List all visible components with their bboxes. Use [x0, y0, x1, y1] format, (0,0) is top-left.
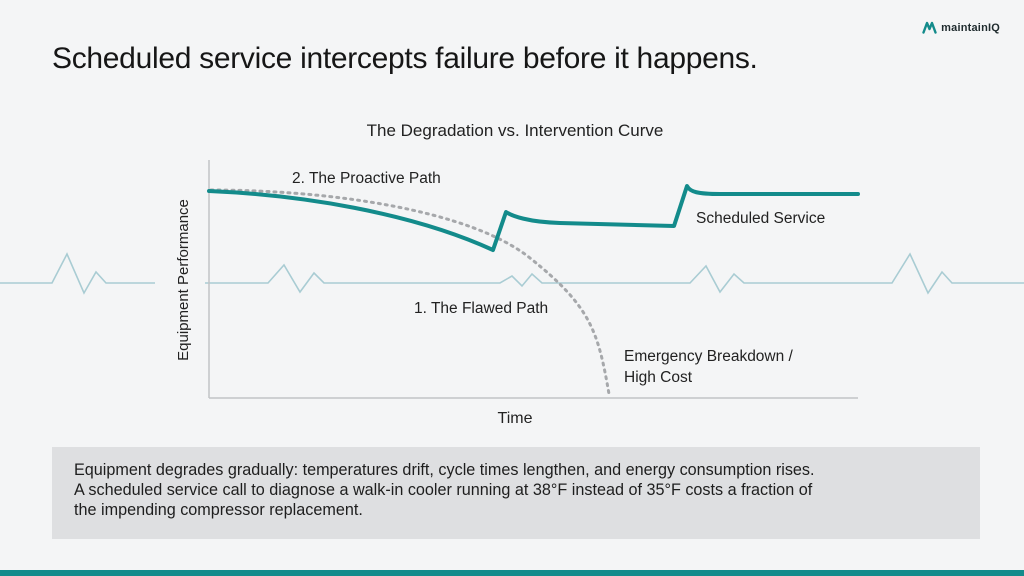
page-headline: Scheduled service intercepts failure bef… [52, 42, 758, 75]
caption-line-1: Equipment degrades gradually: temperatur… [74, 461, 815, 479]
flawed-path-curve [209, 188, 611, 396]
breakdown-label-line1: Emergency Breakdown / [624, 348, 794, 365]
proactive-path-label: 2. The Proactive Path [292, 170, 441, 187]
x-axis-label: Time [498, 410, 533, 427]
diagram-title: The Degradation vs. Intervention Curve [367, 121, 664, 140]
degradation-diagram: The Degradation vs. Intervention Curve E… [0, 121, 1024, 427]
caption-line-3: the impending compressor replacement. [74, 501, 363, 519]
brand-logo: maintainIQ [922, 21, 1000, 34]
flawed-path-label: 1. The Flawed Path [414, 300, 548, 317]
heartbeat-line [0, 252, 155, 295]
breakdown-label-line2: High Cost [624, 369, 693, 386]
proactive-path-curve [207, 184, 860, 252]
bottom-accent-bar [0, 570, 1024, 576]
brand-name: maintainIQ [941, 21, 1000, 34]
heartbeat-line-2 [205, 252, 1024, 295]
caption-line-2: A scheduled service call to diagnose a w… [74, 481, 813, 499]
y-axis-label: Equipment Performance [175, 199, 192, 361]
scheduled-service-label: Scheduled Service [696, 210, 825, 227]
caption-box: Equipment degrades gradually: temperatur… [52, 447, 980, 539]
maintainiq-logo-icon [922, 21, 937, 34]
